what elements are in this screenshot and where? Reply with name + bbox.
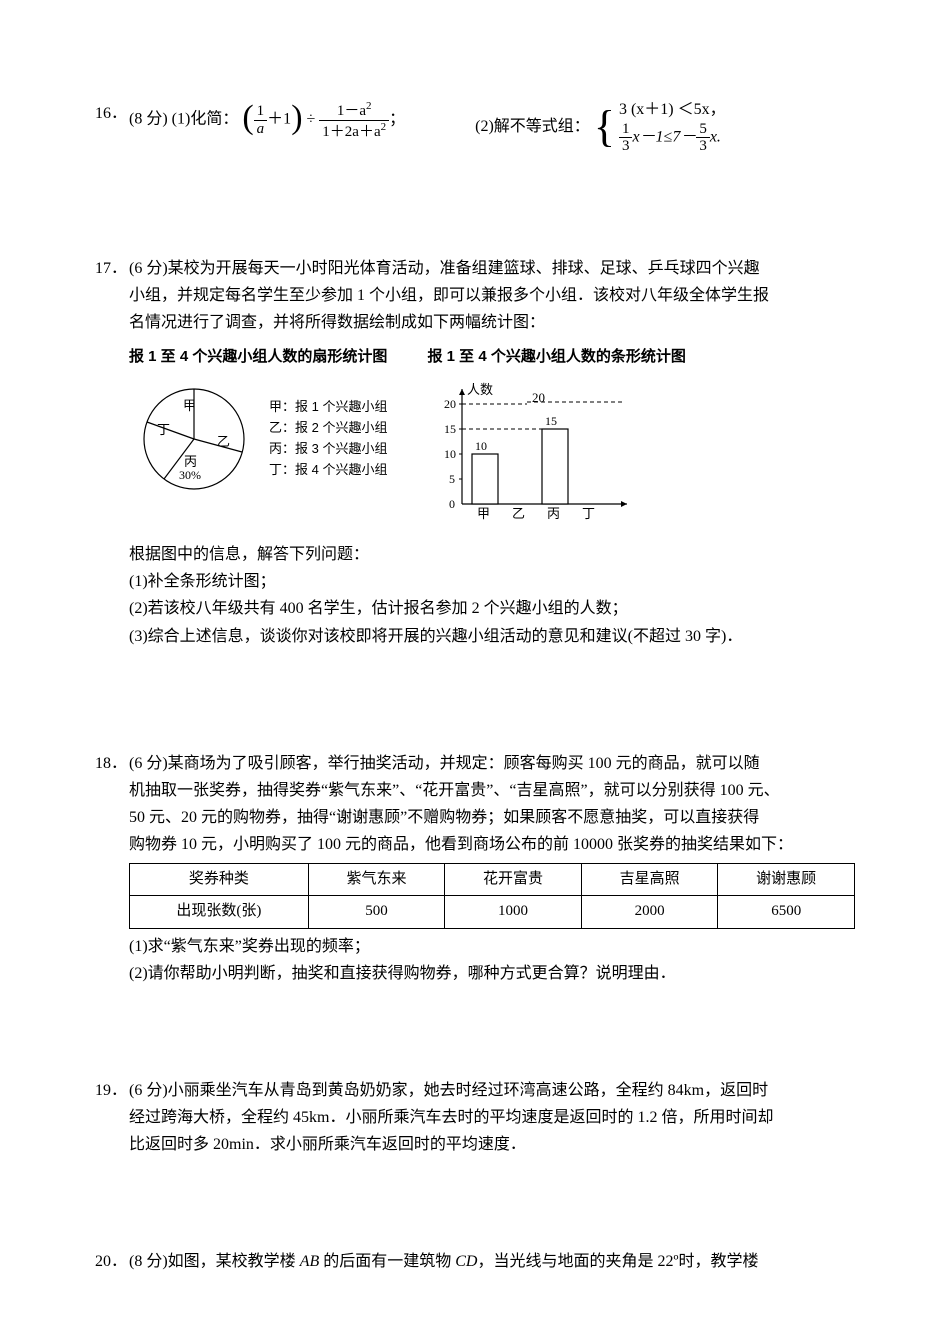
lottery-table: 奖券种类 紫气东来 花开富贵 吉星高照 谢谢惠顾 出现张数(张) 500 100… [129, 863, 855, 929]
q16-part2: (2)解不等式组： { 3 (x＋1) ＜5x， 13x－1≤7－53x. [475, 100, 725, 155]
pie-legend: 甲：报 1 个兴趣小组 乙：报 2 个兴趣小组 丙：报 3 个兴趣小组 丁：报 … [269, 397, 387, 480]
svg-text:人数: 人数 [467, 382, 493, 397]
pie-chart-block: 报 1 至 4 个兴趣小组人数的扇形统计图 甲 乙 [129, 344, 387, 533]
svg-text:20: 20 [444, 397, 456, 411]
svg-text:0: 0 [449, 497, 455, 511]
q16-part1: (8 分) (1)化简： (1a＋1) ÷ 1－a2 1＋2a＋a2 ； [129, 100, 405, 155]
svg-text:乙: 乙 [512, 506, 525, 521]
problem-number: 17． [95, 255, 129, 282]
problem-number: 18． [95, 750, 129, 777]
right-paren-icon: ) [291, 101, 302, 135]
bar-chart-block: 报 1 至 4 个兴趣小组人数的条形统计图 人数 0 5 [427, 344, 685, 533]
table-row: 奖券种类 紫气东来 花开富贵 吉星高照 谢谢惠顾 [130, 863, 855, 896]
brace-icon: { [594, 105, 615, 149]
svg-text:10: 10 [475, 439, 487, 453]
pie-chart: 甲 乙 丙 30% 丁 [129, 374, 259, 504]
problem-19: 19． (6 分)小丽乘坐汽车从青岛到黄岛奶奶家，她去时经过环湾高速公路，全程约… [95, 1077, 855, 1159]
svg-text:5: 5 [449, 472, 455, 486]
problem-number: 16． [95, 100, 129, 127]
svg-text:30%: 30% [179, 468, 201, 482]
bar-chart: 人数 0 5 10 15 20 [427, 374, 647, 524]
problem-16: 16． (8 分) (1)化简： (1a＋1) ÷ 1－a2 1＋2a＋a2 ； [95, 100, 855, 155]
svg-text:20: 20 [532, 390, 545, 405]
svg-text:10: 10 [444, 447, 456, 461]
table-row: 出现张数(张) 500 1000 2000 6500 [130, 896, 855, 929]
problem-number: 20． [95, 1248, 129, 1275]
left-paren-icon: ( [242, 101, 253, 135]
svg-text:乙: 乙 [217, 434, 230, 449]
svg-text:丁: 丁 [582, 506, 595, 521]
problem-number: 19． [95, 1077, 129, 1104]
problem-17: 17． (6 分)某校为开展每天一小时阳光体育活动，准备组建篮球、排球、足球、乒… [95, 255, 855, 650]
svg-text:丙: 丙 [547, 506, 560, 521]
problem-18: 18． (6 分)某商场为了吸引顾客，举行抽奖活动，并规定：顾客每购买 100 … [95, 750, 855, 987]
svg-text:15: 15 [545, 414, 557, 428]
svg-text:15: 15 [444, 422, 456, 436]
svg-text:甲: 甲 [183, 398, 196, 413]
svg-text:丙: 丙 [184, 454, 197, 469]
svg-text:甲: 甲 [477, 506, 490, 521]
svg-text:丁: 丁 [157, 422, 170, 437]
problem-20: 20． (8 分)如图，某校教学楼 AB 的后面有一建筑物 CD，当光线与地面的… [95, 1248, 855, 1275]
